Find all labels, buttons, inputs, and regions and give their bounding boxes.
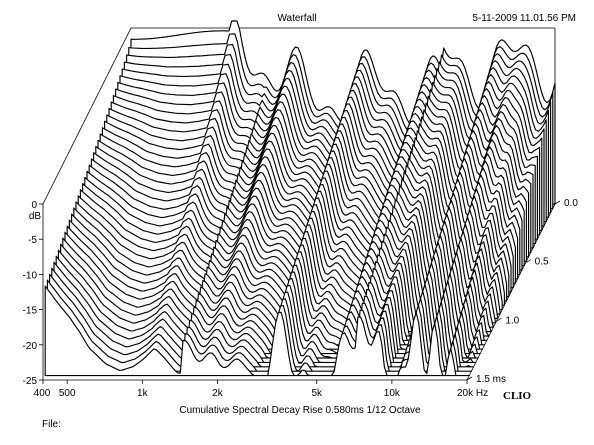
z-tick-label: 0.0	[564, 198, 578, 209]
x-tick-label: 20k Hz	[457, 388, 488, 399]
frame-back-edge	[42, 27, 555, 205]
z-tick-label: 1.0	[505, 315, 519, 326]
decay-slices	[44, 20, 556, 377]
y-tick-label: -5	[28, 235, 37, 246]
z-tick-label: 0.5	[535, 257, 549, 268]
z-tick	[554, 200, 561, 205]
z-tick	[525, 259, 531, 264]
z-tick	[496, 317, 502, 322]
chart-caption: Cumulative Spectral Decay Rise 0.580ms 1…	[179, 405, 421, 416]
z-tick	[466, 376, 473, 381]
z-tick-label: 1.5 ms	[476, 374, 506, 385]
x-tick-label: 5k	[311, 388, 323, 399]
y-axis-label: dB	[29, 211, 42, 222]
clio-logo: CLIO	[503, 390, 532, 402]
file-label: File:	[42, 419, 61, 430]
x-tick-label: 2k	[212, 388, 224, 399]
chart-title: Waterfall	[277, 13, 316, 24]
x-tick-label: 10k	[384, 388, 401, 399]
y-tick-label: -25	[23, 376, 38, 387]
y-tick-label: -10	[23, 270, 38, 281]
y-tick-label: -15	[23, 306, 38, 317]
timestamp: 5-11-2009 11.01.56 PM	[472, 13, 576, 24]
y-tick-label: -20	[23, 341, 38, 352]
x-tick-label: 1k	[137, 388, 149, 399]
decay-slice	[44, 285, 470, 377]
y-tick-label: 0	[31, 200, 37, 211]
x-tick-label: 500	[59, 388, 76, 399]
x-tick-label: 400	[34, 388, 51, 399]
